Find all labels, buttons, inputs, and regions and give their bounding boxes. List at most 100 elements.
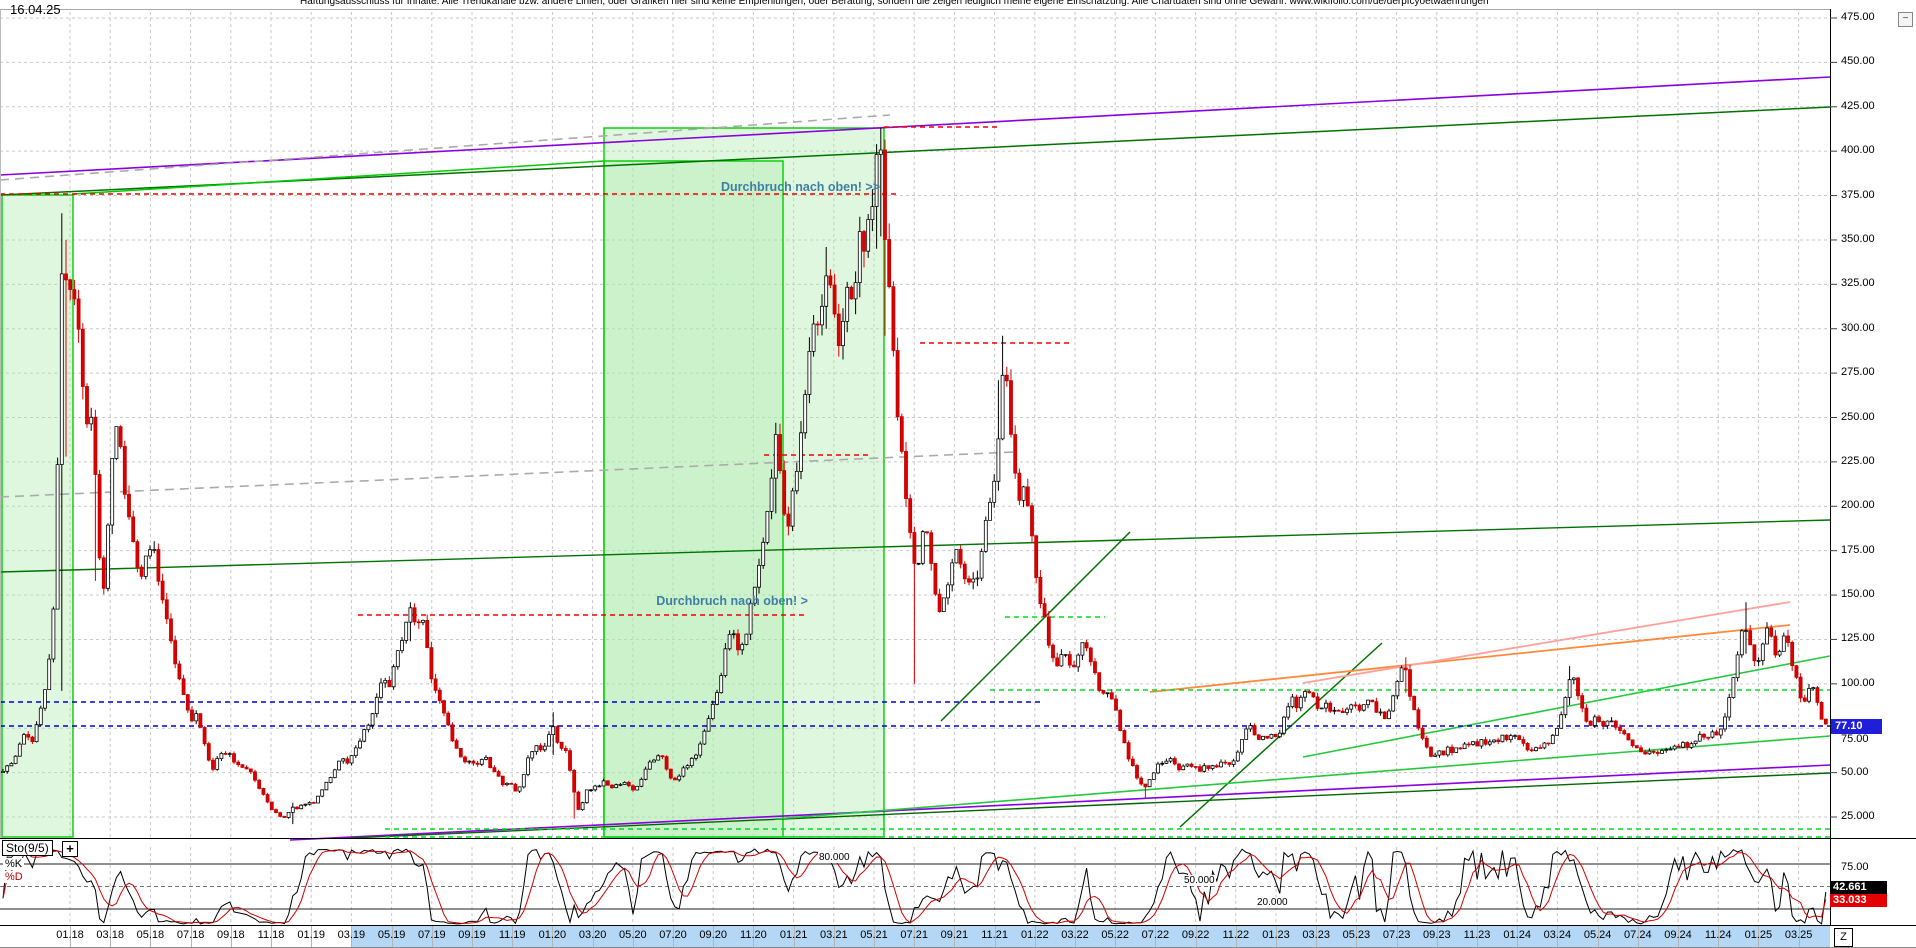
date-tick — [1276, 926, 1277, 947]
date-tick — [391, 926, 393, 947]
date-axis-label: 09.22 — [1181, 929, 1210, 941]
price-axis-label: 275.00 — [1841, 366, 1875, 379]
date-axis-label: 07.18 — [176, 929, 205, 941]
stochastic-level-label: 80.000 — [818, 852, 851, 863]
date-axis-label: 11.19 — [498, 929, 526, 941]
date-tick — [190, 926, 192, 947]
date-tick — [1115, 926, 1117, 947]
trend-gray-dash-top — [0, 114, 891, 181]
price-axis-label: 450.00 — [1841, 55, 1875, 68]
chart-date-label: 16.04.25 — [10, 2, 61, 17]
timezone-button[interactable]: Z — [1834, 928, 1853, 947]
date-axis-label: 11.22 — [1222, 929, 1250, 941]
date-axis-label: 09.18 — [217, 929, 245, 941]
date-axis-highlight — [352, 926, 1830, 947]
price-axis-label: 175.00 — [1841, 543, 1875, 556]
date-axis-label: 07.23 — [1382, 929, 1411, 941]
date-axis-label: 09.21 — [940, 929, 969, 941]
trendlines — [0, 76, 1831, 841]
date-tick — [1396, 926, 1398, 947]
price-axis-label: 100.00 — [1841, 676, 1875, 689]
trend-gray-dash-mid — [0, 451, 1015, 498]
date-tick — [994, 926, 996, 947]
date-tick — [1235, 926, 1237, 947]
date-tick — [954, 926, 956, 947]
date-tick — [592, 926, 594, 947]
date-axis-label: 01.20 — [538, 929, 567, 941]
date-axis-label: 11.23 — [1463, 929, 1491, 941]
stochastic-d-label: %D — [3, 871, 25, 883]
stochastic-indicator-label[interactable]: Sto(9/5) — [2, 840, 53, 856]
zone-breakout-outer — [603, 127, 885, 838]
date-axis-label: 01.24 — [1503, 929, 1531, 941]
date-tick — [230, 926, 232, 947]
trend-purple-upper — [0, 76, 1831, 176]
date-axis-label: 07.21 — [900, 929, 928, 941]
date-tick — [1356, 926, 1358, 947]
date-axis-label: 07.19 — [418, 929, 446, 941]
trend-salmon — [1302, 601, 1791, 684]
gridlines — [0, 12, 1837, 924]
zone-breakout-inner — [603, 160, 784, 838]
date-axis-label: 05.20 — [619, 929, 647, 941]
date-tick — [1798, 926, 1800, 947]
minimize-icon[interactable]: − — [1898, 12, 1913, 27]
date-tick — [70, 926, 71, 947]
date-axis-label: 01.23 — [1262, 929, 1290, 941]
date-axis-label: 01.21 — [779, 929, 808, 941]
date-tick — [1034, 926, 1036, 947]
date-tick — [632, 926, 634, 947]
date-tick — [1597, 926, 1599, 947]
date-tick — [110, 926, 112, 947]
price-axis-label: 50.00 — [1841, 765, 1869, 778]
price-axis-label-covered: 75.00 — [1841, 733, 1869, 745]
stochastic-d-line — [2, 849, 1827, 924]
price-axis-label: 475.00 — [1841, 11, 1875, 23]
date-axis-label: 11.20 — [740, 929, 767, 941]
date-tick — [431, 926, 433, 947]
date-axis[interactable]: 01.18 03.18 05.18 07.18 09.18 11.18 01.19 03.19… — [0, 926, 1916, 947]
date-axis-label: 09.19 — [458, 929, 486, 941]
date-axis-label: 05.18 — [136, 929, 165, 941]
date-axis-label: 03.22 — [1061, 929, 1089, 941]
date-axis-label: 05.24 — [1583, 929, 1612, 941]
breakout-annotation[interactable]: Durchbruch nach oben! > — [656, 594, 808, 608]
up-candle-wicks — [2, 128, 1814, 825]
date-tick — [1517, 926, 1519, 947]
date-tick — [1316, 926, 1318, 947]
date-axis-label: 07.24 — [1624, 929, 1652, 941]
up-candle-bodies — [1, 149, 1816, 818]
date-axis-label: 09.20 — [699, 929, 727, 941]
disclaimer-text: Haftungsausschluss für Inhalte: Alle Tre… — [300, 0, 1489, 7]
date-axis-label: 01.18 — [56, 929, 84, 941]
stochastic-d-value-badge: 33.033 — [1830, 894, 1887, 907]
date-tick — [673, 926, 674, 947]
add-indicator-button[interactable]: + — [62, 841, 78, 857]
date-axis-label: 11.18 — [257, 929, 285, 941]
date-axis-label: 01.25 — [1744, 929, 1773, 941]
trend-lightgreen-long — [774, 735, 1831, 820]
down-candle-bodies — [26, 149, 1828, 818]
date-tick — [713, 926, 715, 947]
date-tick — [914, 926, 916, 947]
date-tick — [1075, 926, 1076, 947]
date-axis-label: 03.20 — [578, 929, 607, 941]
price-axis-label: 425.00 — [1841, 99, 1875, 112]
breakout-annotation[interactable]: Durchbruch nach oben! >> — [720, 180, 880, 194]
price-axis-label: 400.00 — [1841, 144, 1875, 157]
date-tick — [1678, 926, 1679, 947]
date-axis-label: 11.21 — [981, 929, 1008, 941]
stochastic-panel — [0, 848, 1830, 925]
date-tick — [793, 926, 795, 947]
date-tick — [1557, 926, 1559, 947]
date-tick — [1155, 926, 1157, 947]
price-axis-label: 250.00 — [1841, 410, 1875, 423]
date-axis-label: 01.22 — [1021, 929, 1049, 941]
date-axis-label: 05.22 — [1101, 929, 1129, 941]
candlestick-series — [1, 128, 1828, 825]
price-axis-label: 225.00 — [1841, 454, 1875, 467]
price-axis-label: 375.00 — [1841, 188, 1875, 201]
stochastic-level-label: 20.000 — [1256, 897, 1289, 908]
